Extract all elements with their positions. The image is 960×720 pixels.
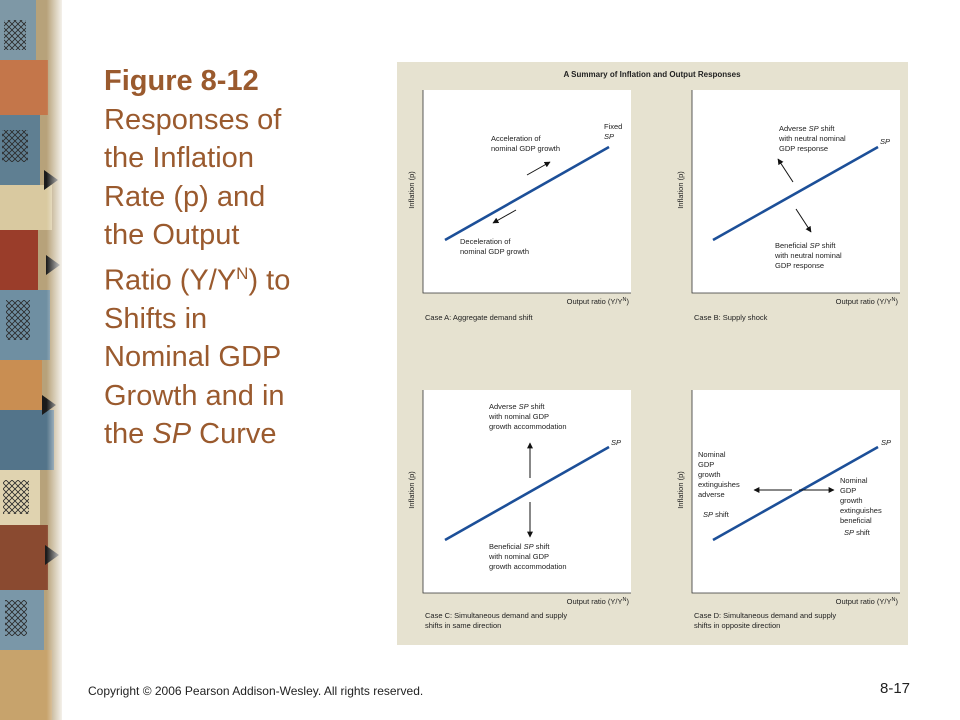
panel-d-sp-label: SP: [881, 438, 891, 447]
panel-c-beneficial-line3: growth accommodation: [489, 562, 567, 571]
panel-d-caption-line2: shifts in opposite direction: [694, 621, 780, 630]
panel-d-plot-area: [692, 390, 900, 593]
title-line: Growth and in: [104, 379, 285, 412]
panel-a-fixed-label: Fixed: [604, 122, 622, 131]
title-curve: Curve: [191, 418, 277, 451]
panel-b-beneficial-line3: GDP response: [775, 261, 824, 270]
panel-b-sp-label: SP: [880, 137, 890, 146]
title-ratio-text: Ratio (Y/Y: [104, 264, 237, 297]
slide-title: Figure 8-12 Responses of the Inflation R…: [104, 62, 344, 454]
panel-d-left-line4: extinguishes: [698, 480, 740, 489]
panel-c-axes: [422, 390, 631, 594]
panel-a-plot-area: [423, 90, 631, 293]
panel-c-sp-curve: [444, 445, 610, 542]
title-sp: SP: [152, 418, 192, 451]
panel-d-right-line3: growth: [840, 496, 863, 505]
panel-c-caption-line2: shifts in same direction: [425, 621, 501, 630]
title-line: Rate (p) and: [104, 180, 266, 213]
title-line-sp: the SP Curve: [104, 415, 344, 454]
panel-c-y-axis-label: Inflation (p): [407, 471, 416, 509]
panel-d-y-axis-label: Inflation (p): [676, 471, 685, 509]
panel-a-caption: Case A: Aggregate demand shift: [425, 313, 533, 322]
panel-a-sp-curve: [444, 145, 610, 242]
panel-a-accel-arrow: [526, 161, 551, 176]
panel-d-left-line2: GDP: [698, 460, 714, 469]
panel-d-left-line5: adverse: [698, 490, 725, 499]
panel-a-decel-arrow: [492, 209, 517, 224]
panel-b-adverse-arrow: [777, 158, 794, 183]
title-line: Nominal GDP: [104, 341, 282, 374]
title-line-ratio: Ratio (Y/YN) to: [104, 255, 344, 300]
panel-d-right-line5: beneficial: [840, 516, 872, 525]
panel-b-beneficial-line2: with neutral nominal: [774, 251, 842, 260]
panel-d-sp-curve: [712, 445, 879, 542]
panel-b-caption: Case B: Supply shock: [694, 313, 768, 322]
panel-c-beneficial-line2: with nominal GDP: [488, 552, 549, 561]
panel-case-d: Inflation (p) Output ratio (Y/YN) Case D…: [676, 390, 900, 630]
panel-d-left-line1: Nominal: [698, 450, 726, 459]
page-number: 8-17: [880, 680, 911, 697]
panel-a-accel-line2: nominal GDP growth: [491, 144, 560, 153]
panel-a-y-axis-label: Inflation (p): [407, 171, 416, 209]
panel-d-right-line6: SP shift: [844, 528, 871, 537]
panel-b-x-axis-label: Output ratio (Y/YN): [836, 297, 899, 306]
panel-c-adverse-line2: with nominal GDP: [488, 412, 549, 421]
panel-c-beneficial-line1: Beneficial SP shift: [489, 542, 550, 551]
title-line: the Inflation: [104, 142, 254, 174]
inflation-output-figure: A Summary of Inflation and Output Respon…: [397, 62, 908, 645]
panel-c-caption-line1: Case C: Simultaneous demand and supply: [425, 611, 567, 620]
panel-d-right-line4: extinguishes: [840, 506, 882, 515]
panel-case-c: Inflation (p) Output ratio (Y/YN) Case C…: [407, 390, 631, 630]
panel-d-left-line3: growth: [698, 470, 721, 479]
panel-a-decel-line1: Deceleration of: [460, 237, 511, 246]
panel-d-caption-line1: Case D: Simultaneous demand and supply: [694, 611, 836, 620]
panel-d-axes: [691, 390, 900, 594]
panel-a-axes: [422, 90, 631, 294]
panel-b-adverse-line1: Adverse SP shift: [779, 124, 835, 133]
panel-a-decel-line2: nominal GDP growth: [460, 247, 529, 256]
copyright-footer: Copyright © 2006 Pearson Addison-Wesley.…: [88, 684, 424, 698]
panel-d-left-line6: SP shift: [703, 510, 730, 519]
figure-header: A Summary of Inflation and Output Respon…: [563, 70, 741, 79]
panel-case-b: Inflation (p) Output ratio (Y/YN) Case B…: [676, 90, 900, 322]
figure-number: Figure 8-12: [104, 65, 259, 97]
decorative-side-strip: [0, 0, 62, 720]
panel-c-plot-area: [423, 390, 631, 593]
panel-d-right-line2: GDP: [840, 486, 856, 495]
panel-b-adverse-line2: with neutral nominal: [778, 134, 846, 143]
panel-b-adverse-line3: GDP response: [779, 144, 828, 153]
title-line: Responses of: [104, 103, 282, 136]
panel-b-plot-area: [692, 90, 900, 293]
panel-a-x-axis-label: Output ratio (Y/YN): [567, 297, 630, 306]
panel-a-accel-line1: Acceleration of: [491, 134, 542, 143]
title-the: the: [104, 418, 153, 451]
panel-b-sp-curve: [712, 145, 879, 242]
panel-c-adverse-line1: Adverse SP shift: [489, 402, 545, 411]
panel-b-axes: [691, 90, 900, 294]
title-line: Shifts in: [104, 302, 208, 335]
panel-c-x-axis-label: Output ratio (Y/YN): [567, 597, 630, 606]
panel-b-y-axis-label: Inflation (p): [676, 171, 685, 209]
panel-case-a: Inflation (p) Output ratio (Y/YN) Case A…: [407, 90, 631, 322]
panel-b-beneficial-arrow: [795, 208, 812, 233]
title-ratio-sup: N: [236, 263, 249, 283]
panel-c-adverse-line3: growth accommodation: [489, 422, 567, 431]
panel-d-right-line1: Nominal: [840, 476, 868, 485]
title-line: the Output: [104, 219, 240, 251]
panel-c-sp-label: SP: [611, 438, 621, 447]
title-ratio-tail: ) to: [248, 264, 291, 297]
panel-d-x-axis-label: Output ratio (Y/YN): [836, 597, 899, 606]
panel-a-sp-label: SP: [604, 132, 614, 141]
panel-b-beneficial-line1: Beneficial SP shift: [775, 241, 836, 250]
